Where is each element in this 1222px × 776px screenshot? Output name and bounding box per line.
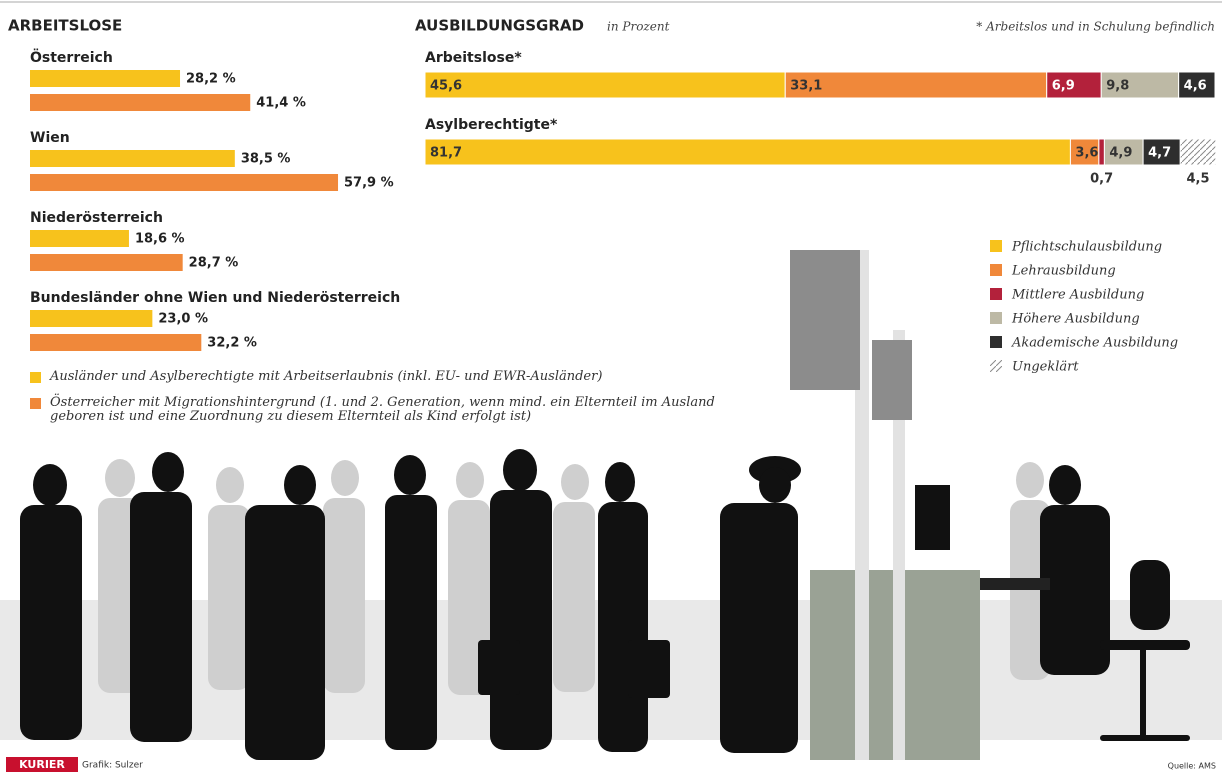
bar-segment xyxy=(425,139,1070,165)
category-label: Arbeitslose* xyxy=(425,50,522,66)
legend-swatch xyxy=(990,360,1002,372)
bar-segment xyxy=(425,72,785,98)
value-label: 6,9 xyxy=(1052,79,1075,94)
legend-label: Lehrausbildung xyxy=(1011,264,1116,279)
legend-label: Mittlere Ausbildung xyxy=(1011,288,1144,303)
chart-note: * Arbeitslos und in Schulung befindlich xyxy=(976,20,1215,34)
source: Quelle: AMS xyxy=(1168,762,1216,771)
bar xyxy=(30,310,152,327)
bar xyxy=(30,70,180,87)
legend-swatch xyxy=(990,264,1002,276)
category-label: Österreich xyxy=(30,48,113,66)
value-label: 28,2 % xyxy=(186,72,236,87)
legend-swatch xyxy=(30,398,41,409)
bar xyxy=(30,94,250,111)
value-label: 18,6 % xyxy=(135,232,185,247)
value-label: 45,6 xyxy=(430,79,462,94)
legend-swatch xyxy=(990,240,1002,252)
legend-label: Pflichtschulausbildung xyxy=(1011,240,1162,255)
legend-swatch xyxy=(990,312,1002,324)
bar xyxy=(30,150,235,167)
chart: KURIER Grafik: Sulzer Quelle: AMS ARBEIT… xyxy=(0,0,1222,776)
brand: KURIER xyxy=(19,758,65,771)
category-label: Wien xyxy=(30,130,70,146)
value-label: 33,1 xyxy=(790,79,822,94)
category-label: Bundesländer ohne Wien und Niederösterre… xyxy=(30,290,400,306)
legend-swatch xyxy=(990,288,1002,300)
value-label: 4,5 xyxy=(1186,172,1209,187)
category-label: Asylberechtigte* xyxy=(425,117,558,133)
value-label: 0,7 xyxy=(1090,172,1113,187)
value-label: 4,7 xyxy=(1148,146,1171,161)
chart-subtitle: in Prozent xyxy=(607,20,670,34)
chart-title: ARBEITSLOSE xyxy=(8,17,122,35)
value-label: 32,2 % xyxy=(207,336,257,351)
bar xyxy=(30,334,201,351)
legend-label: Akademische Ausbildung xyxy=(1011,336,1178,351)
value-label: 4,6 xyxy=(1184,79,1207,94)
bar-segment xyxy=(785,72,1046,98)
value-label: 9,8 xyxy=(1106,79,1129,94)
value-label: 28,7 % xyxy=(189,256,239,271)
credit: Grafik: Sulzer xyxy=(82,761,143,771)
legend-label: Höhere Ausbildung xyxy=(1011,312,1140,327)
bar xyxy=(30,230,129,247)
value-label: 81,7 xyxy=(430,146,462,161)
legend-swatch xyxy=(30,372,41,383)
value-label: 57,9 % xyxy=(344,176,394,191)
infographic: KURIER Grafik: Sulzer Quelle: AMS ARBEIT… xyxy=(0,0,1222,776)
category-label: Niederösterreich xyxy=(30,210,163,226)
value-label: 38,5 % xyxy=(241,152,291,167)
value-label: 3,6 xyxy=(1075,146,1098,161)
bar xyxy=(30,174,338,191)
bar-segment xyxy=(1180,139,1216,165)
value-label: 23,0 % xyxy=(158,312,208,327)
chart-title: AUSBILDUNGSGRAD xyxy=(415,17,584,35)
value-label: 41,4 % xyxy=(256,96,306,111)
legend-label: Österreicher mit Migrationshintergrund (… xyxy=(50,396,720,424)
legend-label: Ungeklärt xyxy=(1012,360,1079,375)
legend-label: Ausländer und Asylberechtigte mit Arbeit… xyxy=(50,370,720,384)
bar-segment xyxy=(1099,139,1105,165)
bar xyxy=(30,254,183,271)
legend-swatch xyxy=(990,336,1002,348)
value-label: 4,9 xyxy=(1109,146,1132,161)
